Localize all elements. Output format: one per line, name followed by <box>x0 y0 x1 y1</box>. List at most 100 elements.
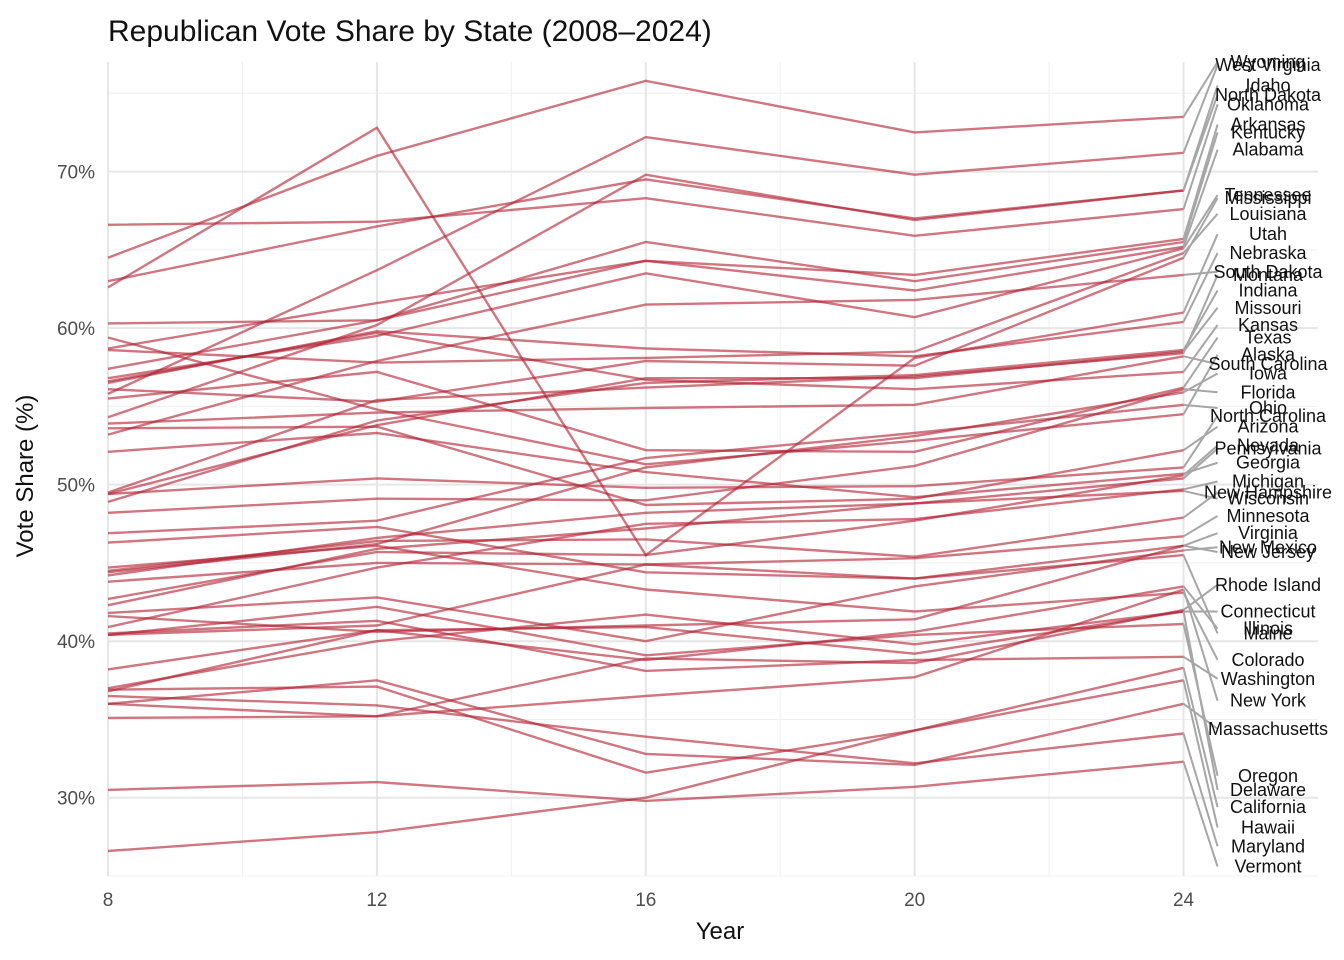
label-leader-line <box>1182 447 1219 480</box>
state-label: Rhode Island <box>1215 575 1321 595</box>
series-line <box>107 549 1184 643</box>
state-label: Pennsylvania <box>1214 439 1322 459</box>
state-label: Georgia <box>1236 453 1301 473</box>
y-tick-label: 40% <box>57 632 95 653</box>
series-line <box>107 79 1184 259</box>
label-leader-line <box>1183 544 1218 553</box>
state-label: Nebraska <box>1229 243 1307 263</box>
label-leader-line <box>1182 592 1219 661</box>
series-line <box>107 251 1185 364</box>
state-label: California <box>1230 797 1307 817</box>
series-line <box>107 173 1184 419</box>
state-label: Vermont <box>1234 857 1301 877</box>
series-line <box>107 355 1184 425</box>
x-axis-ticks: 8 12 16 20 24 <box>103 890 1195 911</box>
state-label: Kansas <box>1238 315 1298 335</box>
state-label: South Carolina <box>1208 354 1328 374</box>
state-label: North Carolina <box>1210 406 1327 426</box>
label-leader-line <box>1183 388 1218 394</box>
series-line <box>107 466 1184 496</box>
state-label: Colorado <box>1231 650 1304 670</box>
state-label: Louisiana <box>1229 204 1307 224</box>
label-leader-line <box>1182 667 1219 808</box>
label-leader-line <box>1182 61 1219 118</box>
state-label: Virginia <box>1238 523 1299 543</box>
state-label: West Virginia <box>1215 55 1321 75</box>
label-leader-line <box>1182 124 1219 240</box>
state-label: North Dakota <box>1215 85 1322 105</box>
label-leader-line <box>1182 307 1219 353</box>
series-line <box>107 760 1184 803</box>
state-label: Tennessee <box>1224 185 1311 205</box>
label-leader-line <box>1182 354 1219 415</box>
y-tick-label: 60% <box>57 319 95 340</box>
state-label: Delaware <box>1230 780 1306 800</box>
label-leader-line <box>1182 611 1219 791</box>
series-line <box>107 350 1184 496</box>
state-label: New Jersey <box>1221 542 1315 562</box>
state-label: Massachusetts <box>1208 719 1328 739</box>
state-label: Oregon <box>1238 766 1298 786</box>
series-line <box>107 388 1184 514</box>
x-axis-title: Year <box>696 918 745 945</box>
series-line <box>107 403 1184 535</box>
state-label: New Hampshire <box>1204 482 1332 502</box>
state-label: Idaho <box>1245 75 1290 95</box>
label-leader-line <box>1183 461 1218 475</box>
label-leader-line <box>1183 656 1219 680</box>
state-label: Oklahoma <box>1227 94 1310 114</box>
label-leader-line <box>1182 336 1219 389</box>
state-label: Mississippi <box>1224 188 1311 208</box>
series-line <box>107 610 1184 690</box>
x-tick-label: 24 <box>1173 890 1195 911</box>
series-line <box>107 135 1184 395</box>
label-leader-line <box>1182 680 1219 828</box>
y-tick-label: 50% <box>57 476 95 497</box>
label-leader-line <box>1182 94 1219 191</box>
series-line <box>107 679 1184 853</box>
series-line <box>107 425 1184 507</box>
x-tick-label: 20 <box>904 890 925 911</box>
series-line <box>107 336 1184 466</box>
state-label: New York <box>1230 691 1307 711</box>
state-label: Ohio <box>1249 398 1287 418</box>
label-leader-line <box>1182 213 1219 254</box>
state-label: Indiana <box>1238 281 1298 301</box>
series-line <box>107 619 1184 673</box>
y-tick-label: 30% <box>57 789 95 810</box>
state-label: Maine <box>1243 623 1292 643</box>
series-line <box>107 489 1184 607</box>
label-leader-line <box>1183 403 1218 409</box>
chart-title: Republican Vote Share by State (2008–202… <box>108 15 712 48</box>
series-line <box>107 544 1184 634</box>
label-leader-line <box>1182 149 1219 248</box>
series-line <box>107 525 1184 580</box>
label-leader-line <box>1182 132 1219 243</box>
label-leader-line <box>1183 355 1218 366</box>
state-label: Minnesota <box>1226 506 1310 526</box>
series-line <box>107 666 1184 774</box>
y-tick-label: 70% <box>57 163 95 184</box>
state-label: Kentucky <box>1231 122 1305 142</box>
series-line <box>107 196 1184 238</box>
series-line <box>107 605 1184 657</box>
state-label: Nevada <box>1237 436 1300 456</box>
state-label: Iowa <box>1249 364 1288 384</box>
state-label: Arizona <box>1237 417 1299 437</box>
series-line <box>107 245 1184 325</box>
series-line <box>107 370 1184 454</box>
state-label: South Dakota <box>1213 262 1323 282</box>
series-line <box>107 610 1184 671</box>
label-leader-line <box>1183 270 1218 276</box>
series-line <box>107 516 1184 572</box>
label-leader-line <box>1182 290 1219 351</box>
state-label: Connecticut <box>1220 601 1315 621</box>
state-label: New Mexico <box>1219 537 1317 557</box>
label-leader-line <box>1182 761 1219 867</box>
state-label: Florida <box>1240 382 1296 402</box>
x-tick-label: 8 <box>103 890 114 911</box>
label-leader-line <box>1182 252 1219 323</box>
state-label: Wyoming <box>1231 52 1306 72</box>
